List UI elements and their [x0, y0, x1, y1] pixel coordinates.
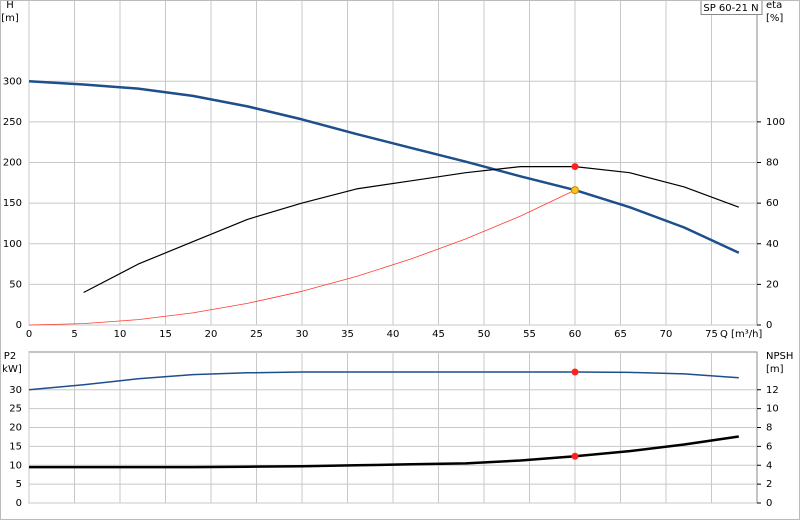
x-tick-label: 55 [523, 329, 536, 340]
y2-tick-label: 6 [766, 441, 772, 452]
y-tick-label: 30 [9, 385, 22, 396]
duty-point [571, 368, 579, 376]
y-tick-label: 0 [16, 498, 22, 509]
y2-tick-label: 80 [766, 158, 779, 169]
y2-tick-label: 4 [766, 460, 772, 471]
y2-tick-label: 0 [766, 320, 772, 331]
x-tick-label: 50 [478, 329, 491, 340]
x-tick-label: 45 [432, 329, 445, 340]
x-tick-label: 10 [114, 329, 127, 340]
y-tick-label: 25 [9, 404, 22, 415]
y2-axis-label: eta [766, 0, 782, 11]
series-line [28, 371, 739, 391]
x-tick-label: 70 [660, 329, 673, 340]
y2-axis-label: [%] [766, 13, 783, 24]
x-tick-label: 20 [205, 329, 218, 340]
x-tick-label: 15 [159, 329, 172, 340]
y-tick-label: 20 [9, 423, 22, 434]
y-axis-label: [kW] [0, 364, 22, 375]
y2-tick-label: 10 [766, 404, 779, 415]
x-tick-label: 75 [705, 329, 718, 340]
x-tick-label: 5 [71, 329, 77, 340]
chart-title: SP 60-21 N [703, 3, 758, 14]
x-tick-label: 65 [614, 329, 627, 340]
x-tick-label: 0 [26, 329, 32, 340]
y2-tick-label: 100 [766, 117, 785, 128]
y-tick-label: 0 [16, 320, 22, 331]
duty-point [571, 163, 579, 171]
y-axis-label: H [6, 0, 14, 11]
y-tick-label: 50 [9, 279, 22, 290]
y-axis-label: P2 [4, 351, 16, 362]
x-tick-label: 60 [569, 329, 582, 340]
x-tick-label: 25 [250, 329, 263, 340]
y-tick-label: 10 [9, 460, 22, 471]
duty-point [571, 452, 579, 460]
series-line [29, 435, 739, 469]
series-line [83, 166, 740, 294]
y-tick-label: 300 [3, 76, 22, 87]
duty-point [571, 186, 579, 195]
x-tick-label: 40 [387, 329, 400, 340]
series-line [28, 189, 576, 326]
y2-tick-label: 12 [766, 385, 779, 396]
x-tick-label: 30 [296, 329, 309, 340]
x-axis-label: Q [m³/h] [720, 329, 762, 340]
series-line [28, 80, 740, 254]
y2-tick-label: 20 [766, 279, 779, 290]
y2-tick-label: 2 [766, 479, 772, 490]
y2-tick-label: 40 [766, 239, 779, 250]
y-tick-label: 100 [3, 239, 22, 250]
y2-axis-label: NPSH [766, 351, 793, 362]
y-tick-label: 15 [9, 441, 22, 452]
y-tick-label: 200 [3, 158, 22, 169]
y2-tick-label: 60 [766, 198, 779, 209]
y2-tick-label: 8 [766, 423, 772, 434]
y-axis-label: [m] [1, 13, 19, 24]
y-tick-label: 5 [16, 479, 22, 490]
y-tick-label: 150 [3, 198, 22, 209]
y-tick-label: 250 [3, 117, 22, 128]
y2-tick-label: 0 [766, 498, 772, 509]
x-tick-label: 35 [341, 329, 354, 340]
y2-axis-label: [m] [766, 364, 784, 375]
